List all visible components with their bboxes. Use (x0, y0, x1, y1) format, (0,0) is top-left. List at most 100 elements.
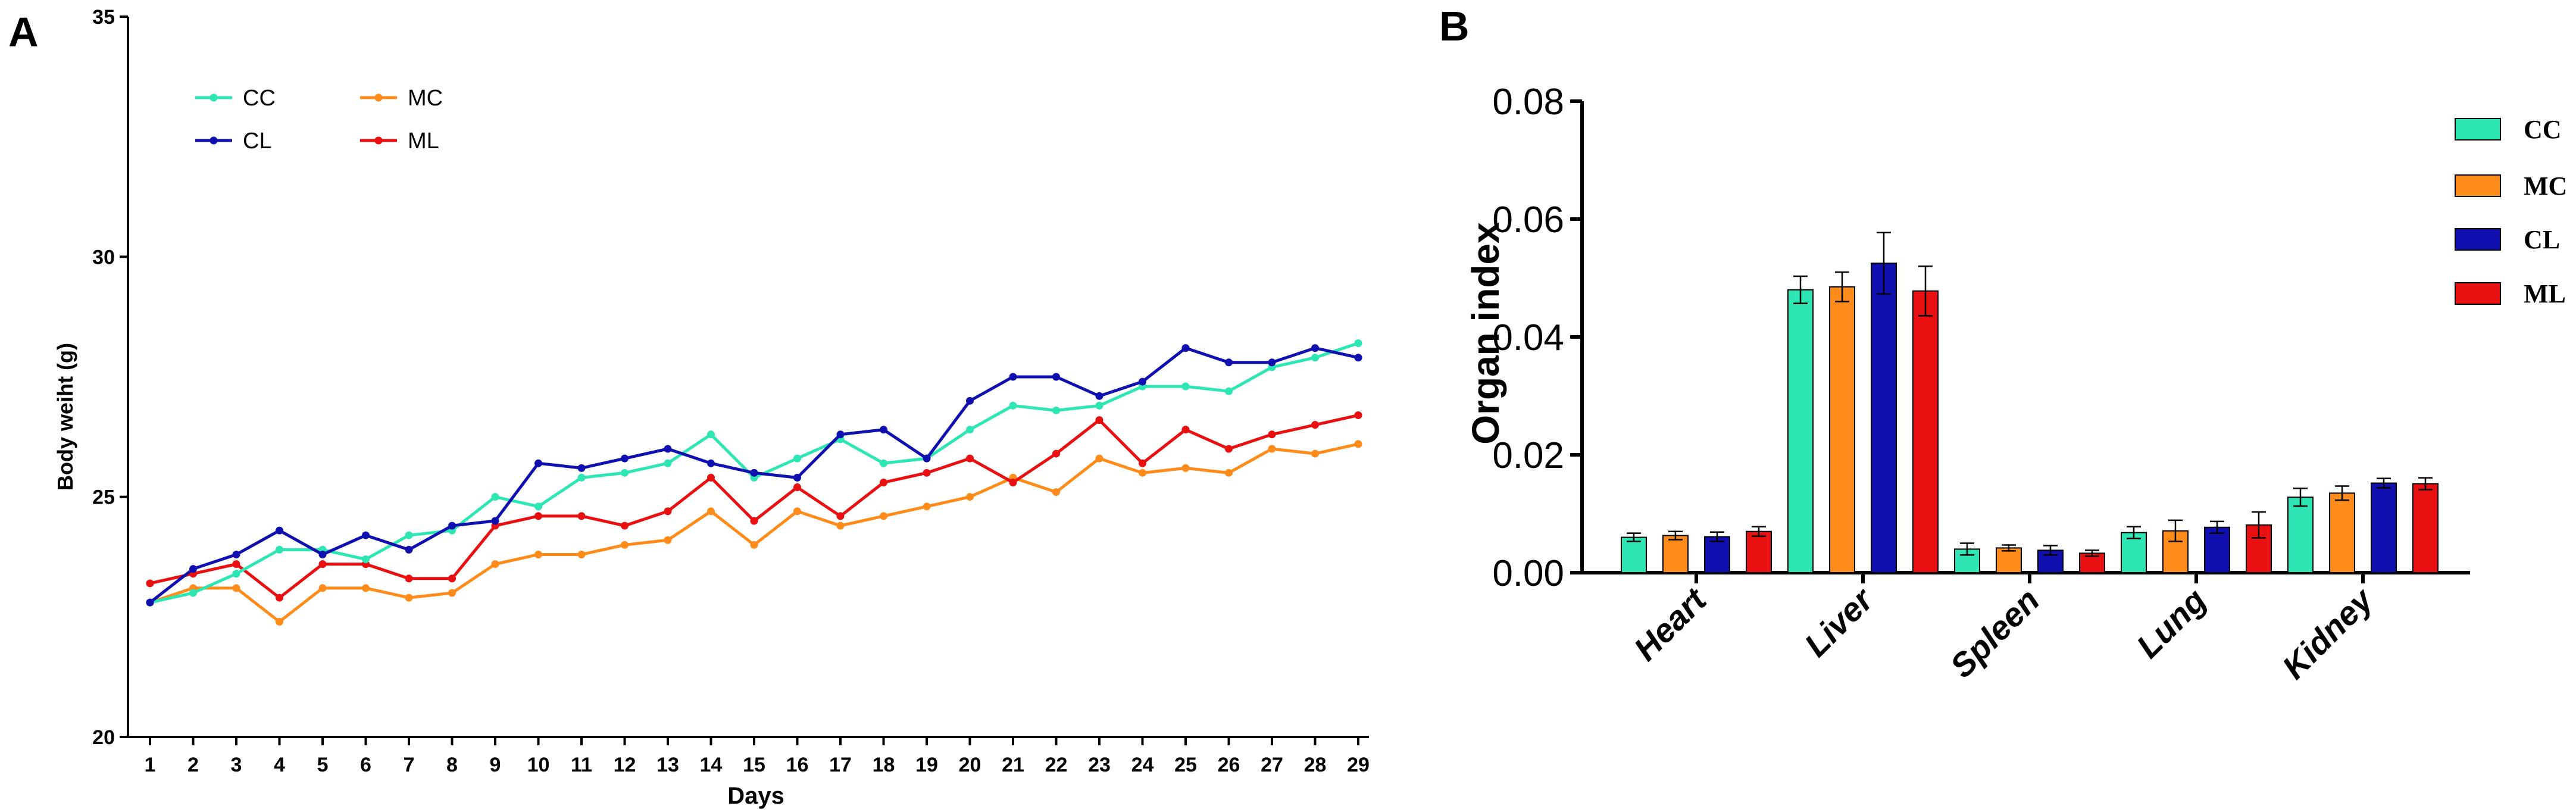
data-point-mc (1052, 488, 1060, 496)
bar-ml-kidney (2412, 483, 2439, 574)
panel-a-x-tick-label: 12 (614, 754, 636, 776)
panel-a-x-tick-label: 11 (571, 754, 592, 776)
data-point-cc (1354, 339, 1362, 348)
data-point-mc (750, 541, 758, 549)
legend-label-ml: ML (2524, 279, 2566, 308)
panel-a-y-tick-label: 20 (92, 726, 115, 749)
bar-cl-liver (1871, 263, 1897, 573)
data-point-mc (1139, 469, 1146, 477)
data-point-cc (1052, 406, 1060, 414)
panel-a-x-tick-label: 20 (959, 754, 981, 776)
data-point-cl (405, 545, 413, 554)
panel-b: B 0.00 0.02 0.04 0.06 0.08 Heart Liver Spleen Lu… (1439, 3, 2567, 686)
bar-mc-liver (1829, 286, 1855, 573)
data-point-mc (836, 521, 845, 530)
data-point-cc (621, 469, 629, 477)
bar-mc-spleen (1996, 547, 2022, 573)
bar-cc-kidney (2287, 496, 2314, 574)
data-point-cc (1311, 354, 1319, 362)
data-point-cl (534, 459, 542, 467)
panel-a-x-tick-label: 26 (1218, 754, 1240, 776)
panel-a-x-tick-label: 28 (1304, 754, 1327, 776)
panel-b-y-tick-label: 0.02 (1492, 435, 1564, 476)
bar-cc-heart (1621, 536, 1647, 573)
data-point-cl (1095, 392, 1103, 400)
panel-a-x-tick-label: 29 (1347, 754, 1370, 776)
data-point-cc (405, 531, 413, 539)
series-line-ml (149, 414, 1359, 599)
data-point-cl (664, 445, 672, 453)
data-point-mc (362, 584, 370, 592)
bar-ml-liver (1912, 290, 1939, 573)
data-point-cc (793, 454, 801, 463)
data-point-cc (491, 493, 499, 501)
data-point-mc (534, 550, 542, 558)
panel-a-x-tick-label: 6 (360, 754, 371, 776)
data-point-cl (880, 426, 887, 434)
data-point-cl (923, 454, 931, 463)
panel-a-x-tick-label: 18 (873, 754, 895, 776)
data-point-mc (707, 507, 715, 516)
data-point-cl (146, 598, 154, 607)
panel-a-x-tick-label: 7 (404, 754, 415, 776)
data-point-cc (577, 473, 586, 482)
legend-label-cl: CL (2524, 225, 2560, 254)
data-point-cl (362, 531, 370, 539)
panel-a-x-tick-label: 4 (274, 754, 285, 776)
panel-a-series (146, 339, 1362, 626)
data-point-cl (232, 550, 240, 558)
data-point-cc (189, 589, 197, 597)
panel-b-y-tick-label: 0.06 (1492, 199, 1564, 241)
data-point-ml (1354, 411, 1362, 420)
panel-a-x-tick-label: 17 (829, 754, 852, 776)
panel-a-x-tick-label: 10 (527, 754, 550, 776)
data-point-ml (836, 512, 845, 520)
data-point-cl (318, 550, 327, 558)
data-point-cc (707, 430, 715, 439)
data-point-ml (1009, 478, 1017, 486)
data-point-ml (793, 483, 801, 492)
data-point-ml (1311, 421, 1319, 429)
data-point-ml (880, 478, 887, 486)
data-point-mc (1225, 469, 1233, 477)
data-point-cl (1009, 373, 1017, 381)
panel-a-x-tick-label: 13 (656, 754, 679, 776)
panel-b-legend: CC MC CL ML (2455, 115, 2567, 308)
data-point-mc (276, 617, 283, 626)
bar-cl-lung (2204, 526, 2230, 574)
legend-label-mc: MC (408, 86, 443, 111)
data-point-cc (232, 570, 240, 578)
data-point-cl (276, 526, 283, 535)
panel-a-x-tick-label: 9 (490, 754, 501, 776)
panel-b-category-label: Liver (1797, 580, 1881, 664)
panel-b-category-label: Kidney (2275, 580, 2381, 686)
data-point-cc (880, 459, 887, 467)
data-point-cl (1139, 377, 1146, 386)
data-point-mc (793, 507, 801, 516)
legend-label-cc: CC (2524, 115, 2562, 144)
data-point-mc (1095, 454, 1103, 463)
data-point-mc (448, 589, 456, 597)
data-point-ml (923, 469, 931, 477)
panel-a-x-tick-label: 1 (145, 754, 156, 776)
data-point-ml (448, 574, 456, 583)
data-point-mc (1354, 440, 1362, 448)
data-point-ml (146, 579, 154, 588)
data-point-cl (1354, 354, 1362, 362)
data-point-ml (232, 560, 240, 569)
panel-b-y-axis-label: Organ index (1464, 222, 1507, 445)
data-point-cc (664, 459, 672, 467)
panel-b-axes: 0.00 0.02 0.04 0.06 0.08 Heart Liver Spleen Lung… (1492, 82, 2470, 686)
data-point-ml (1052, 449, 1060, 458)
legend-marker-cl (210, 136, 218, 145)
data-point-cc (276, 545, 283, 554)
data-point-ml (405, 574, 413, 583)
panel-a-y-tick-label: 30 (92, 246, 115, 268)
panel-b-category-label: Heart (1627, 580, 1714, 667)
data-point-cl (577, 464, 586, 472)
data-point-cl (1225, 358, 1233, 367)
data-point-ml (621, 521, 629, 530)
